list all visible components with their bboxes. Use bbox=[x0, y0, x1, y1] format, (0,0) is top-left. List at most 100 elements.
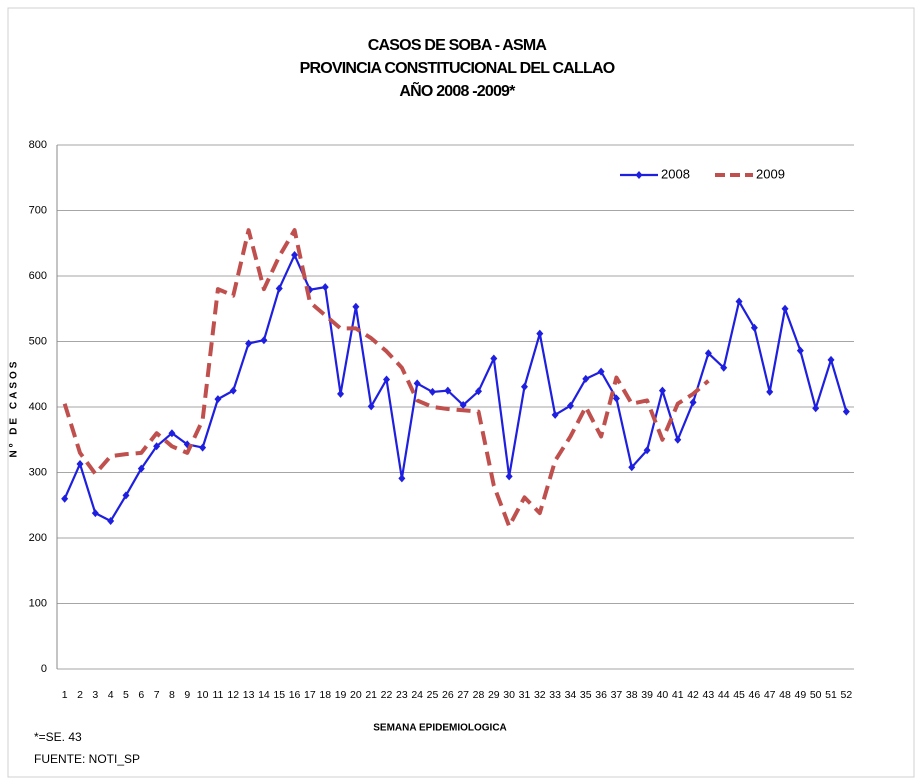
data-point bbox=[260, 336, 268, 345]
x-tick-label: 23 bbox=[396, 689, 408, 701]
x-tick-label: 39 bbox=[641, 689, 653, 701]
x-tick-label: 28 bbox=[473, 689, 485, 701]
data-point bbox=[643, 446, 651, 455]
x-tick-label: 5 bbox=[123, 689, 129, 701]
data-point bbox=[781, 304, 789, 313]
data-point bbox=[291, 251, 299, 260]
x-tick-label: 17 bbox=[304, 689, 316, 701]
x-tick-label: 4 bbox=[108, 689, 114, 701]
chart-title: PROVINCIA CONSTITUCIONAL DEL CALLAO bbox=[300, 60, 615, 77]
y-tick-label: 500 bbox=[29, 335, 47, 347]
x-tick-label: 8 bbox=[169, 689, 175, 701]
x-tick-label: 30 bbox=[503, 689, 515, 701]
y-tick-label: 300 bbox=[29, 466, 47, 478]
data-point bbox=[459, 401, 467, 410]
data-point bbox=[321, 283, 329, 292]
data-point bbox=[337, 389, 345, 398]
x-tick-label: 51 bbox=[825, 689, 837, 701]
x-tick-label: 10 bbox=[197, 689, 209, 701]
x-tick-label: 18 bbox=[319, 689, 331, 701]
data-point bbox=[229, 386, 237, 395]
data-point bbox=[490, 354, 498, 363]
legend-label: 2008 bbox=[661, 166, 690, 181]
data-point bbox=[658, 386, 666, 395]
y-tick-label: 0 bbox=[41, 663, 47, 675]
data-point bbox=[842, 407, 850, 416]
y-tick-label: 600 bbox=[29, 270, 47, 282]
legend-label: 2009 bbox=[756, 166, 785, 181]
data-point bbox=[275, 284, 283, 293]
data-point bbox=[76, 459, 84, 468]
x-tick-label: 26 bbox=[442, 689, 454, 701]
data-point bbox=[612, 394, 620, 403]
y-axis-label: Nº DE CASOS bbox=[9, 359, 20, 458]
x-tick-label: 1 bbox=[62, 689, 68, 701]
x-tick-label: 42 bbox=[687, 689, 699, 701]
x-tick-label: 36 bbox=[595, 689, 607, 701]
data-point bbox=[735, 297, 743, 306]
x-tick-label: 6 bbox=[138, 689, 144, 701]
x-tick-label: 31 bbox=[519, 689, 531, 701]
data-point bbox=[750, 323, 758, 332]
data-point bbox=[827, 355, 835, 364]
data-point bbox=[812, 404, 820, 413]
x-tick-label: 40 bbox=[657, 689, 669, 701]
x-tick-label: 24 bbox=[411, 689, 423, 701]
data-point bbox=[551, 410, 559, 419]
data-point bbox=[520, 382, 528, 391]
x-tick-label: 32 bbox=[534, 689, 546, 701]
x-tick-label: 12 bbox=[227, 689, 239, 701]
data-point bbox=[429, 387, 437, 396]
chart-title: CASOS DE SOBA - ASMA bbox=[368, 37, 548, 54]
x-tick-label: 49 bbox=[795, 689, 807, 701]
data-point bbox=[674, 435, 682, 444]
x-tick-label: 14 bbox=[258, 689, 270, 701]
data-point bbox=[766, 387, 774, 396]
data-point bbox=[597, 367, 605, 376]
y-tick-label: 100 bbox=[29, 597, 47, 609]
x-tick-label: 52 bbox=[840, 689, 852, 701]
data-point bbox=[153, 442, 161, 451]
x-tick-label: 16 bbox=[289, 689, 301, 701]
x-tick-label: 3 bbox=[92, 689, 98, 701]
x-axis-label: SEMANA EPIDEMIOLOGICA bbox=[373, 723, 507, 734]
data-point bbox=[214, 395, 222, 404]
x-tick-label: 27 bbox=[457, 689, 469, 701]
chart-frame bbox=[7, 7, 915, 778]
x-tick-label: 37 bbox=[611, 689, 623, 701]
data-point bbox=[137, 464, 145, 473]
data-point bbox=[91, 509, 99, 518]
chart-title: AÑO 2008 -2009* bbox=[399, 80, 516, 100]
x-tick-label: 29 bbox=[488, 689, 500, 701]
x-tick-label: 43 bbox=[703, 689, 715, 701]
data-point bbox=[398, 474, 406, 483]
x-tick-label: 22 bbox=[381, 689, 393, 701]
x-tick-label: 13 bbox=[243, 689, 255, 701]
data-point bbox=[582, 374, 590, 383]
y-tick-label: 700 bbox=[29, 204, 47, 216]
x-tick-label: 35 bbox=[580, 689, 592, 701]
data-point bbox=[122, 491, 130, 500]
y-tick-label: 200 bbox=[29, 532, 47, 544]
data-point bbox=[245, 339, 253, 348]
data-point bbox=[352, 302, 360, 311]
data-point bbox=[367, 402, 375, 411]
x-tick-label: 41 bbox=[672, 689, 684, 701]
data-point bbox=[720, 363, 728, 372]
data-point bbox=[796, 346, 804, 355]
y-tick-label: 800 bbox=[29, 139, 47, 151]
x-tick-label: 25 bbox=[427, 689, 439, 701]
x-tick-label: 38 bbox=[626, 689, 638, 701]
x-tick-label: 47 bbox=[764, 689, 776, 701]
data-point bbox=[536, 329, 544, 338]
x-tick-label: 34 bbox=[565, 689, 577, 701]
data-point bbox=[704, 349, 712, 358]
x-tick-label: 21 bbox=[365, 689, 377, 701]
x-tick-label: 7 bbox=[154, 689, 160, 701]
data-point bbox=[474, 387, 482, 396]
data-point bbox=[566, 401, 574, 410]
x-tick-label: 46 bbox=[749, 689, 761, 701]
x-tick-label: 19 bbox=[335, 689, 347, 701]
x-tick-label: 11 bbox=[212, 689, 223, 701]
